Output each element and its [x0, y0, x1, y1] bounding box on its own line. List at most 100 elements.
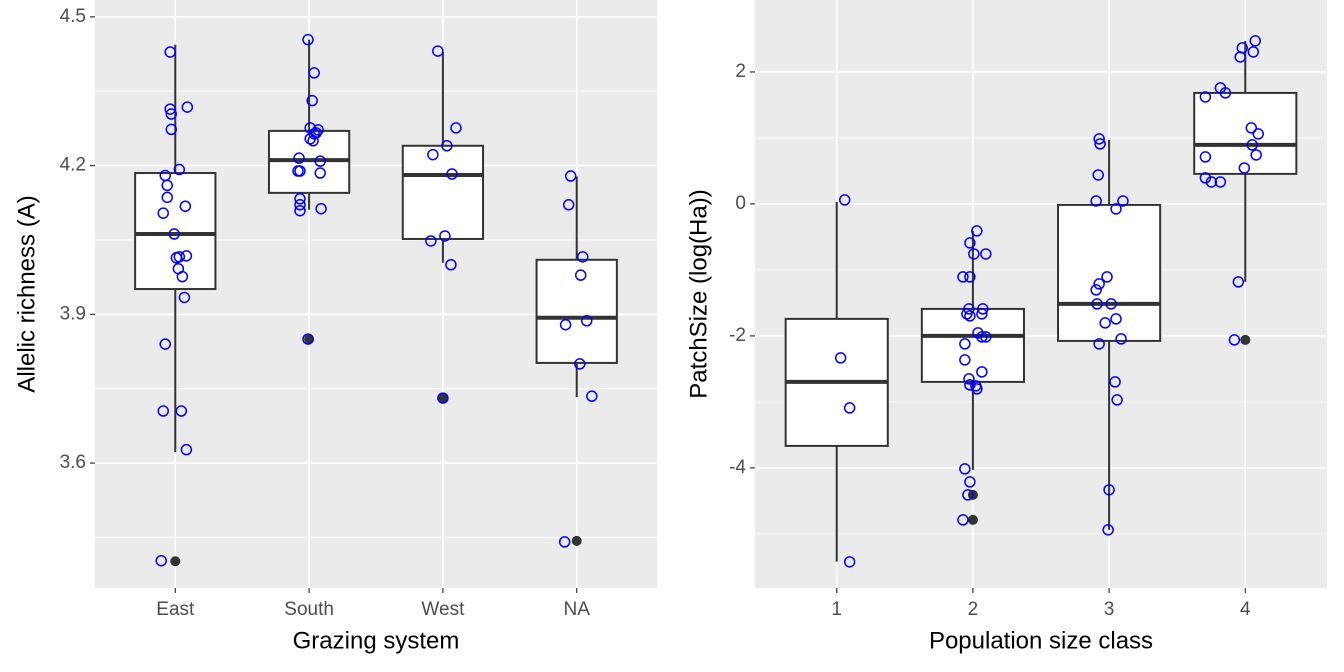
- point: [1105, 298, 1117, 310]
- point: [1238, 162, 1251, 174]
- point: [1102, 524, 1114, 536]
- panel-background: [755, 0, 1327, 588]
- point: [1093, 338, 1105, 350]
- point: [181, 101, 194, 113]
- point: [1199, 172, 1212, 184]
- point: [843, 556, 856, 568]
- point: [574, 269, 587, 281]
- point: [314, 155, 326, 167]
- y-tick-label: 0: [735, 193, 746, 214]
- point: [976, 331, 988, 343]
- point: [959, 354, 971, 366]
- point: [1199, 151, 1212, 163]
- point: [834, 352, 847, 364]
- point: [1090, 284, 1102, 296]
- point: [161, 179, 174, 192]
- point: [959, 463, 971, 475]
- y-tick-label: 3.6: [60, 452, 86, 473]
- point: [980, 248, 992, 260]
- point: [1250, 149, 1262, 161]
- point: [976, 366, 988, 378]
- point: [306, 94, 318, 107]
- point: [302, 333, 314, 345]
- point: [157, 405, 169, 417]
- point: [1199, 91, 1212, 103]
- point: [164, 46, 176, 58]
- point: [1109, 376, 1121, 388]
- x-tick-label: NA: [564, 599, 591, 620]
- x-tick-label: West: [421, 599, 465, 620]
- point: [164, 103, 176, 115]
- point: [312, 124, 324, 136]
- point: [1228, 334, 1241, 346]
- box: [401, 144, 485, 240]
- point: [564, 170, 577, 182]
- point: [843, 402, 856, 414]
- point: [1214, 176, 1227, 188]
- x-axis-title: Grazing system: [293, 627, 460, 654]
- outlier: [967, 514, 978, 525]
- box: [535, 258, 618, 364]
- point: [315, 202, 327, 215]
- x-tick-label: East: [156, 599, 195, 620]
- point: [1093, 278, 1105, 290]
- point: [179, 200, 192, 212]
- point: [437, 392, 449, 404]
- y-tick-label: 4.5: [60, 6, 86, 27]
- point: [293, 152, 305, 164]
- point: [173, 163, 186, 176]
- point: [963, 303, 975, 315]
- x-tick-label: 2: [968, 599, 979, 620]
- point: [176, 270, 189, 283]
- point: [441, 140, 453, 152]
- x-tick-label: 1: [831, 599, 842, 620]
- point: [175, 405, 188, 417]
- point: [1111, 394, 1123, 406]
- point: [964, 476, 976, 488]
- point: [970, 380, 982, 392]
- y-tick-label: -2: [729, 325, 746, 346]
- y-tick-label: 2: [735, 61, 746, 82]
- point: [1101, 271, 1113, 283]
- point: [427, 148, 439, 161]
- box: [134, 172, 217, 291]
- point: [964, 310, 976, 322]
- point: [439, 230, 451, 242]
- y-tick-label: 3.9: [60, 303, 86, 324]
- point: [302, 33, 314, 46]
- point: [308, 67, 320, 79]
- point: [294, 199, 306, 211]
- y-tick-label: 4.2: [60, 155, 86, 176]
- point: [445, 258, 457, 271]
- point: [1110, 203, 1122, 215]
- point: [1245, 122, 1258, 134]
- point: [1234, 51, 1246, 63]
- point: [1246, 139, 1258, 151]
- point: [1247, 46, 1260, 58]
- point: [446, 168, 458, 180]
- point: [964, 271, 976, 283]
- point: [1094, 138, 1106, 150]
- point: [1115, 333, 1127, 345]
- point: [1099, 317, 1111, 329]
- point: [562, 199, 575, 211]
- point: [159, 338, 171, 350]
- point: [558, 536, 571, 548]
- point: [168, 228, 180, 240]
- point: [292, 165, 304, 177]
- y-axis-title: Allelic richness (A): [13, 195, 40, 392]
- point: [304, 133, 316, 145]
- point: [1092, 169, 1104, 181]
- point: [432, 45, 444, 57]
- point: [1219, 87, 1232, 99]
- point: [178, 291, 191, 304]
- point: [581, 315, 593, 327]
- point: [1093, 133, 1105, 145]
- point: [574, 358, 586, 370]
- x-axis-title: Population size class: [929, 627, 1153, 654]
- point: [976, 308, 988, 320]
- outlier: [1240, 334, 1251, 345]
- point: [307, 135, 319, 147]
- point: [165, 123, 178, 136]
